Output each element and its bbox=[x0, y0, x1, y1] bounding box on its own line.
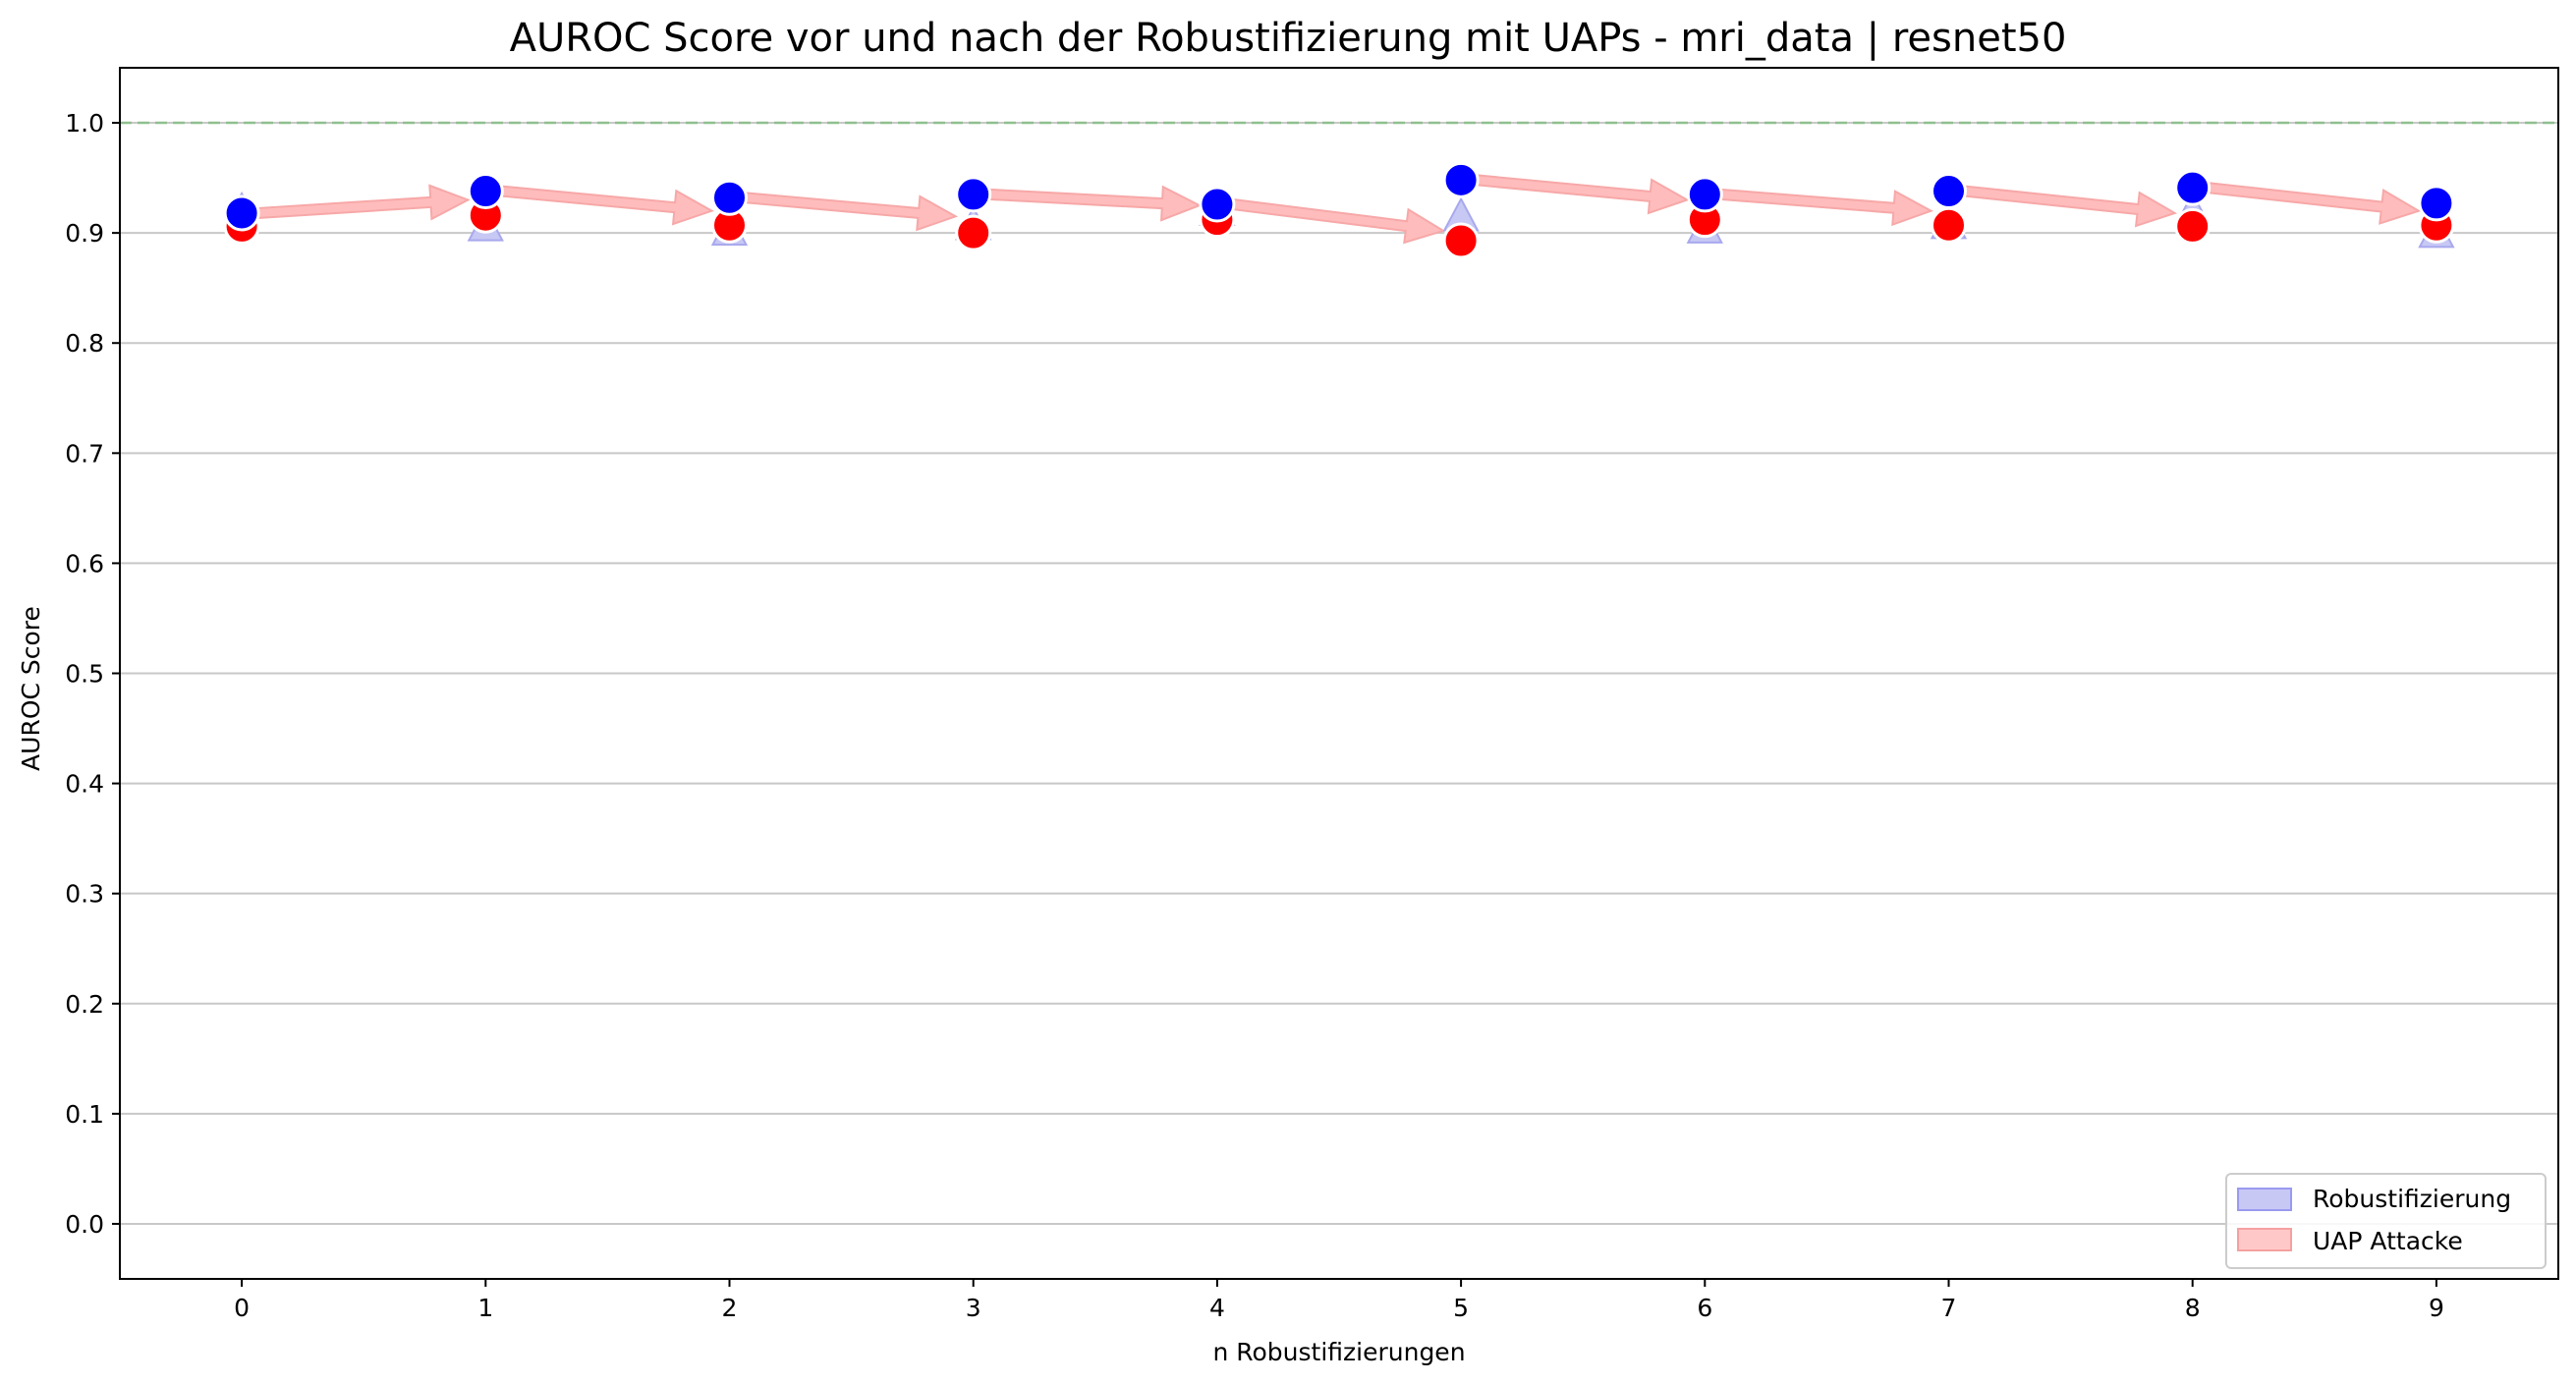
x-tick-label: 5 bbox=[1453, 1294, 1469, 1322]
x-tick-label: 0 bbox=[234, 1294, 250, 1322]
y-tick-label: 0.0 bbox=[65, 1210, 104, 1239]
x-axis: 0 1 2 3 4 5 6 7 8 9 bbox=[234, 1279, 2444, 1322]
legend-label-robustifizierung: Robustifizierung bbox=[2313, 1185, 2511, 1213]
y-tick-label: 0.9 bbox=[65, 219, 104, 248]
legend-frame bbox=[2225, 1173, 2547, 1269]
blue-point bbox=[1442, 161, 1480, 198]
legend-swatch-robustifizierung bbox=[2237, 1188, 2292, 1211]
x-tick-label: 3 bbox=[966, 1294, 981, 1322]
blue-point bbox=[955, 176, 992, 213]
arrow bbox=[255, 184, 471, 221]
x-tick-label: 2 bbox=[722, 1294, 738, 1322]
x-tick-label: 6 bbox=[1697, 1294, 1712, 1322]
x-tick-label: 4 bbox=[1209, 1294, 1225, 1322]
blue-point bbox=[1199, 186, 1236, 223]
y-tick-label: 0.7 bbox=[65, 439, 104, 468]
points bbox=[223, 161, 2455, 259]
legend-swatch-uap-attacke bbox=[2237, 1228, 2292, 1251]
arrow bbox=[499, 185, 714, 226]
blue-point bbox=[2174, 169, 2212, 206]
arrows bbox=[255, 174, 2422, 245]
y-tick-label: 0.3 bbox=[65, 880, 104, 909]
arrow bbox=[1718, 188, 1933, 227]
x-tick-label: 8 bbox=[2185, 1294, 2201, 1322]
chart-title: AUROC Score vor und nach der Robustifizi… bbox=[510, 16, 2067, 61]
y-tick-label: 0.1 bbox=[65, 1100, 104, 1129]
x-tick-label: 7 bbox=[1941, 1294, 1957, 1322]
blue-point bbox=[2418, 185, 2455, 222]
red-point bbox=[1442, 222, 1480, 259]
x-tick-label: 9 bbox=[2429, 1294, 2444, 1322]
blue-point bbox=[711, 179, 748, 216]
arrow bbox=[1231, 197, 1446, 245]
blue-point bbox=[223, 194, 260, 232]
y-tick-label: 0.4 bbox=[65, 770, 104, 799]
legend: Robustifizierung UAP Attacke bbox=[2225, 1173, 2547, 1269]
arrow bbox=[1475, 174, 1690, 215]
y-tick-label: 0.2 bbox=[65, 990, 104, 1019]
arrow bbox=[2207, 182, 2422, 225]
legend-label-uap-attacke: UAP Attacke bbox=[2313, 1227, 2463, 1255]
red-point bbox=[2174, 207, 2212, 245]
red-point bbox=[1931, 206, 1967, 244]
y-axis-label: AUROC Score bbox=[17, 606, 45, 771]
y-tick-label: 0.6 bbox=[65, 549, 104, 578]
arrow bbox=[987, 185, 1203, 222]
x-tick-label: 1 bbox=[477, 1294, 493, 1322]
blue-point bbox=[1686, 176, 1723, 213]
y-axis: 0.0 0.1 0.2 0.3 0.4 0.5 0.6 0.7 0.8 0.9 1.0 bbox=[65, 109, 120, 1239]
arrow bbox=[1962, 185, 2178, 228]
red-point bbox=[955, 214, 992, 251]
y-tick-label: 0.8 bbox=[65, 329, 104, 358]
y-tick-label: 1.0 bbox=[65, 109, 104, 138]
grid bbox=[120, 122, 2558, 1225]
y-tick-label: 0.5 bbox=[65, 660, 104, 689]
blue-point bbox=[467, 173, 504, 210]
x-axis-label: n Robustifizierungen bbox=[1212, 1338, 1465, 1366]
arrow bbox=[744, 192, 959, 232]
blue-point bbox=[1931, 173, 1967, 210]
